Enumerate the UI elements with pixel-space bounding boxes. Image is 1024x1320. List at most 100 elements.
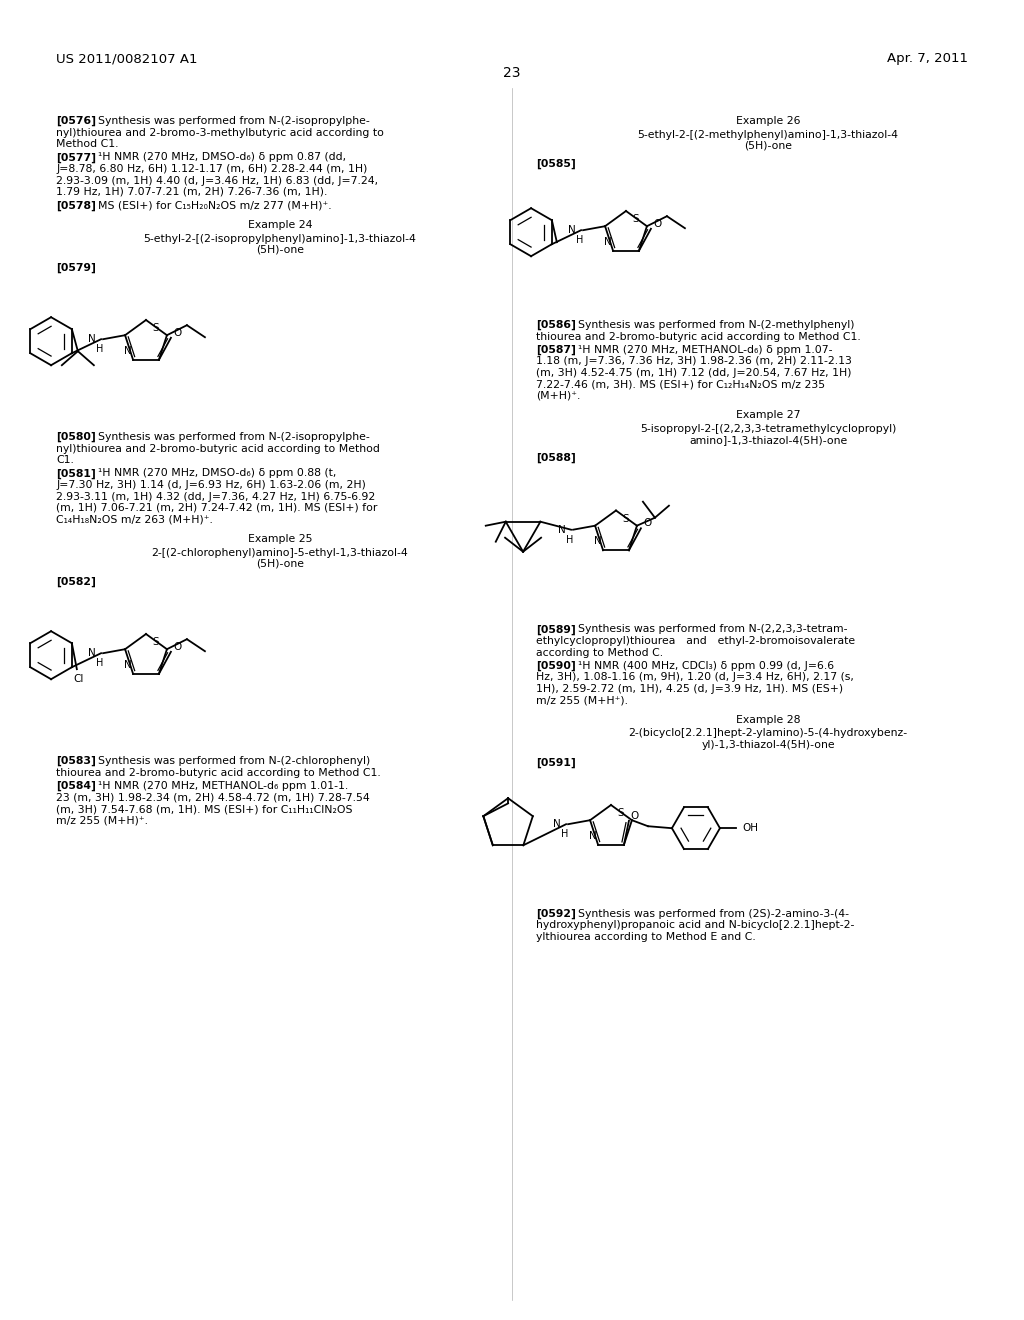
Text: nyl)thiourea and 2-bromo-3-methylbutyric acid according to: nyl)thiourea and 2-bromo-3-methylbutyric… [56,128,384,137]
Text: (m, 3H) 4.52-4.75 (m, 1H) 7.12 (dd, J=20.54, 7.67 Hz, 1H): (m, 3H) 4.52-4.75 (m, 1H) 7.12 (dd, J=20… [536,368,852,378]
Text: C1.: C1. [56,455,74,465]
Text: MS (ESI+) for C₁₅H₂₀N₂OS m/z 277 (M+H)⁺.: MS (ESI+) for C₁₅H₂₀N₂OS m/z 277 (M+H)⁺. [98,201,332,210]
Text: according to Method C.: according to Method C. [536,648,664,657]
Text: ¹H NMR (270 MHz, DMSO-d₆) δ ppm 0.88 (t,: ¹H NMR (270 MHz, DMSO-d₆) δ ppm 0.88 (t, [98,469,336,479]
Text: H: H [96,345,103,354]
Text: N: N [88,648,96,659]
Text: US 2011/0082107 A1: US 2011/0082107 A1 [56,51,198,65]
Text: [0581]: [0581] [56,469,96,479]
Text: S: S [623,513,630,524]
Text: N: N [604,236,612,247]
Text: S: S [633,214,639,224]
Text: S: S [153,638,160,647]
Text: O: O [644,519,652,528]
Text: Example 27: Example 27 [736,411,800,421]
Text: Example 24: Example 24 [248,220,312,230]
Text: Synthesis was performed from N-(2-chlorophenyl): Synthesis was performed from N-(2-chloro… [98,756,371,766]
Text: [0588]: [0588] [536,453,575,463]
Text: (5H)-one: (5H)-one [256,246,304,255]
Text: [0585]: [0585] [536,158,575,169]
Text: H: H [577,235,584,246]
Text: Synthesis was performed from (2S)-2-amino-3-(4-: Synthesis was performed from (2S)-2-amin… [578,909,849,919]
Text: N: N [553,820,561,829]
Text: N: N [124,660,132,669]
Text: ¹H NMR (400 MHz, CDCl₃) δ ppm 0.99 (d, J=6.6: ¹H NMR (400 MHz, CDCl₃) δ ppm 0.99 (d, J… [578,661,835,671]
Text: 5-ethyl-2-[(2-isopropylphenyl)amino]-1,3-thiazol-4: 5-ethyl-2-[(2-isopropylphenyl)amino]-1,3… [143,234,417,243]
Text: [0583]: [0583] [56,756,96,767]
Text: 5-ethyl-2-[(2-methylphenyl)amino]-1,3-thiazol-4: 5-ethyl-2-[(2-methylphenyl)amino]-1,3-th… [638,129,898,140]
Text: 7.22-7.46 (m, 3H). MS (ESI+) for C₁₂H₁₄N₂OS m/z 235: 7.22-7.46 (m, 3H). MS (ESI+) for C₁₂H₁₄N… [536,380,825,389]
Text: N: N [594,536,602,546]
Text: O: O [174,642,182,652]
Text: ethylcyclopropyl)thiourea and ethyl-2-bromoisovalerate: ethylcyclopropyl)thiourea and ethyl-2-br… [536,636,855,645]
Text: [0582]: [0582] [56,577,96,587]
Text: Apr. 7, 2011: Apr. 7, 2011 [887,51,968,65]
Text: N: N [88,334,96,345]
Text: [0576]: [0576] [56,116,96,127]
Text: J=8.78, 6.80 Hz, 6H) 1.12-1.17 (m, 6H) 2.28-2.44 (m, 1H): J=8.78, 6.80 Hz, 6H) 1.12-1.17 (m, 6H) 2… [56,164,368,174]
Text: Example 28: Example 28 [736,715,800,725]
Text: H: H [96,659,103,668]
Text: [0578]: [0578] [56,201,96,211]
Text: [0580]: [0580] [56,432,96,442]
Text: Synthesis was performed from N-(2-isopropylphe-: Synthesis was performed from N-(2-isopro… [98,432,370,442]
Text: Cl: Cl [74,675,84,684]
Text: [0592]: [0592] [536,909,575,919]
Text: amino]-1,3-thiazol-4(5H)-one: amino]-1,3-thiazol-4(5H)-one [689,436,847,446]
Text: N: N [589,830,597,841]
Text: O: O [174,327,182,338]
Text: ¹H NMR (270 MHz, METHANOL-d₆ ppm 1.01-1.: ¹H NMR (270 MHz, METHANOL-d₆ ppm 1.01-1. [98,781,348,791]
Text: 5-isopropyl-2-[(2,2,3,3-tetramethylcyclopropyl): 5-isopropyl-2-[(2,2,3,3-tetramethylcyclo… [640,424,896,434]
Text: m/z 255 (M+H⁺).: m/z 255 (M+H⁺). [536,696,628,705]
Text: 23 (m, 3H) 1.98-2.34 (m, 2H) 4.58-4.72 (m, 1H) 7.28-7.54: 23 (m, 3H) 1.98-2.34 (m, 2H) 4.58-4.72 (… [56,792,370,803]
Text: m/z 255 (M+H)⁺.: m/z 255 (M+H)⁺. [56,816,148,825]
Text: H: H [566,535,573,545]
Text: O: O [653,219,663,228]
Text: ¹H NMR (270 MHz, METHANOL-d₆) δ ppm 1.07-: ¹H NMR (270 MHz, METHANOL-d₆) δ ppm 1.07… [578,345,833,355]
Text: (5H)-one: (5H)-one [744,141,792,150]
Text: S: S [617,808,625,818]
Text: 1.79 Hz, 1H) 7.07-7.21 (m, 2H) 7.26-7.36 (m, 1H).: 1.79 Hz, 1H) 7.07-7.21 (m, 2H) 7.26-7.36… [56,187,328,197]
Text: 1H), 2.59-2.72 (m, 1H), 4.25 (d, J=3.9 Hz, 1H). MS (ES+): 1H), 2.59-2.72 (m, 1H), 4.25 (d, J=3.9 H… [536,684,843,694]
Text: ¹H NMR (270 MHz, DMSO-d₆) δ ppm 0.87 (dd,: ¹H NMR (270 MHz, DMSO-d₆) δ ppm 0.87 (dd… [98,153,346,162]
Text: Synthesis was performed from N-(2,2,3,3-tetram-: Synthesis was performed from N-(2,2,3,3-… [578,624,848,635]
Text: thiourea and 2-bromo-butyric acid according to Method C1.: thiourea and 2-bromo-butyric acid accord… [536,331,861,342]
Text: 2-(bicyclo[2.2.1]hept-2-ylamino)-5-(4-hydroxybenz-: 2-(bicyclo[2.2.1]hept-2-ylamino)-5-(4-hy… [629,729,907,738]
Text: Synthesis was performed from N-(2-methylphenyl): Synthesis was performed from N-(2-methyl… [578,319,854,330]
Text: Method C1.: Method C1. [56,139,119,149]
Text: (m, 1H) 7.06-7.21 (m, 2H) 7.24-7.42 (m, 1H). MS (ESI+) for: (m, 1H) 7.06-7.21 (m, 2H) 7.24-7.42 (m, … [56,503,378,513]
Text: [0577]: [0577] [56,153,96,162]
Text: yl)-1,3-thiazol-4(5H)-one: yl)-1,3-thiazol-4(5H)-one [701,741,835,750]
Text: 23: 23 [503,66,521,81]
Text: J=7.30 Hz, 3H) 1.14 (d, J=6.93 Hz, 6H) 1.63-2.06 (m, 2H): J=7.30 Hz, 3H) 1.14 (d, J=6.93 Hz, 6H) 1… [56,480,366,490]
Text: [0589]: [0589] [536,624,575,635]
Text: (m, 3H) 7.54-7.68 (m, 1H). MS (ESI+) for C₁₁H₁₁ClN₂OS: (m, 3H) 7.54-7.68 (m, 1H). MS (ESI+) for… [56,804,352,814]
Text: hydroxyphenyl)propanoic acid and N-bicyclo[2.2.1]hept-2-: hydroxyphenyl)propanoic acid and N-bicyc… [536,920,854,931]
Text: Synthesis was performed from N-(2-isopropylphe-: Synthesis was performed from N-(2-isopro… [98,116,370,125]
Text: 2.93-3.09 (m, 1H) 4.40 (d, J=3.46 Hz, 1H) 6.83 (dd, J=7.24,: 2.93-3.09 (m, 1H) 4.40 (d, J=3.46 Hz, 1H… [56,176,378,186]
Text: [0587]: [0587] [536,345,575,355]
Text: H: H [561,829,568,840]
Text: N: N [568,226,577,235]
Text: thiourea and 2-bromo-butyric acid according to Method C1.: thiourea and 2-bromo-butyric acid accord… [56,767,381,777]
Text: (M+H)⁺.: (M+H)⁺. [536,391,581,401]
Text: [0591]: [0591] [536,758,575,768]
Text: [0584]: [0584] [56,781,96,791]
Text: C₁₄H₁₈N₂OS m/z 263 (M+H)⁺.: C₁₄H₁₈N₂OS m/z 263 (M+H)⁺. [56,515,213,524]
Text: 2-[(2-chlorophenyl)amino]-5-ethyl-1,3-thiazol-4: 2-[(2-chlorophenyl)amino]-5-ethyl-1,3-th… [152,548,409,557]
Text: 2.93-3.11 (m, 1H) 4.32 (dd, J=7.36, 4.27 Hz, 1H) 6.75-6.92: 2.93-3.11 (m, 1H) 4.32 (dd, J=7.36, 4.27… [56,491,375,502]
Text: N: N [558,525,566,535]
Text: N: N [124,346,132,356]
Text: OH: OH [742,824,758,833]
Text: Example 26: Example 26 [736,116,800,125]
Text: [0579]: [0579] [56,263,96,273]
Text: 1.18 (m, J=7.36, 7.36 Hz, 3H) 1.98-2.36 (m, 2H) 2.11-2.13: 1.18 (m, J=7.36, 7.36 Hz, 3H) 1.98-2.36 … [536,356,852,367]
Text: ylthiourea according to Method E and C.: ylthiourea according to Method E and C. [536,932,756,942]
Text: S: S [153,323,160,333]
Text: Example 25: Example 25 [248,535,312,544]
Text: nyl)thiourea and 2-bromo-butyric acid according to Method: nyl)thiourea and 2-bromo-butyric acid ac… [56,444,380,454]
Text: O: O [631,810,639,821]
Text: [0586]: [0586] [536,319,575,330]
Text: (5H)-one: (5H)-one [256,558,304,569]
Text: Hz, 3H), 1.08-1.16 (m, 9H), 1.20 (d, J=3.4 Hz, 6H), 2.17 (s,: Hz, 3H), 1.08-1.16 (m, 9H), 1.20 (d, J=3… [536,672,854,682]
